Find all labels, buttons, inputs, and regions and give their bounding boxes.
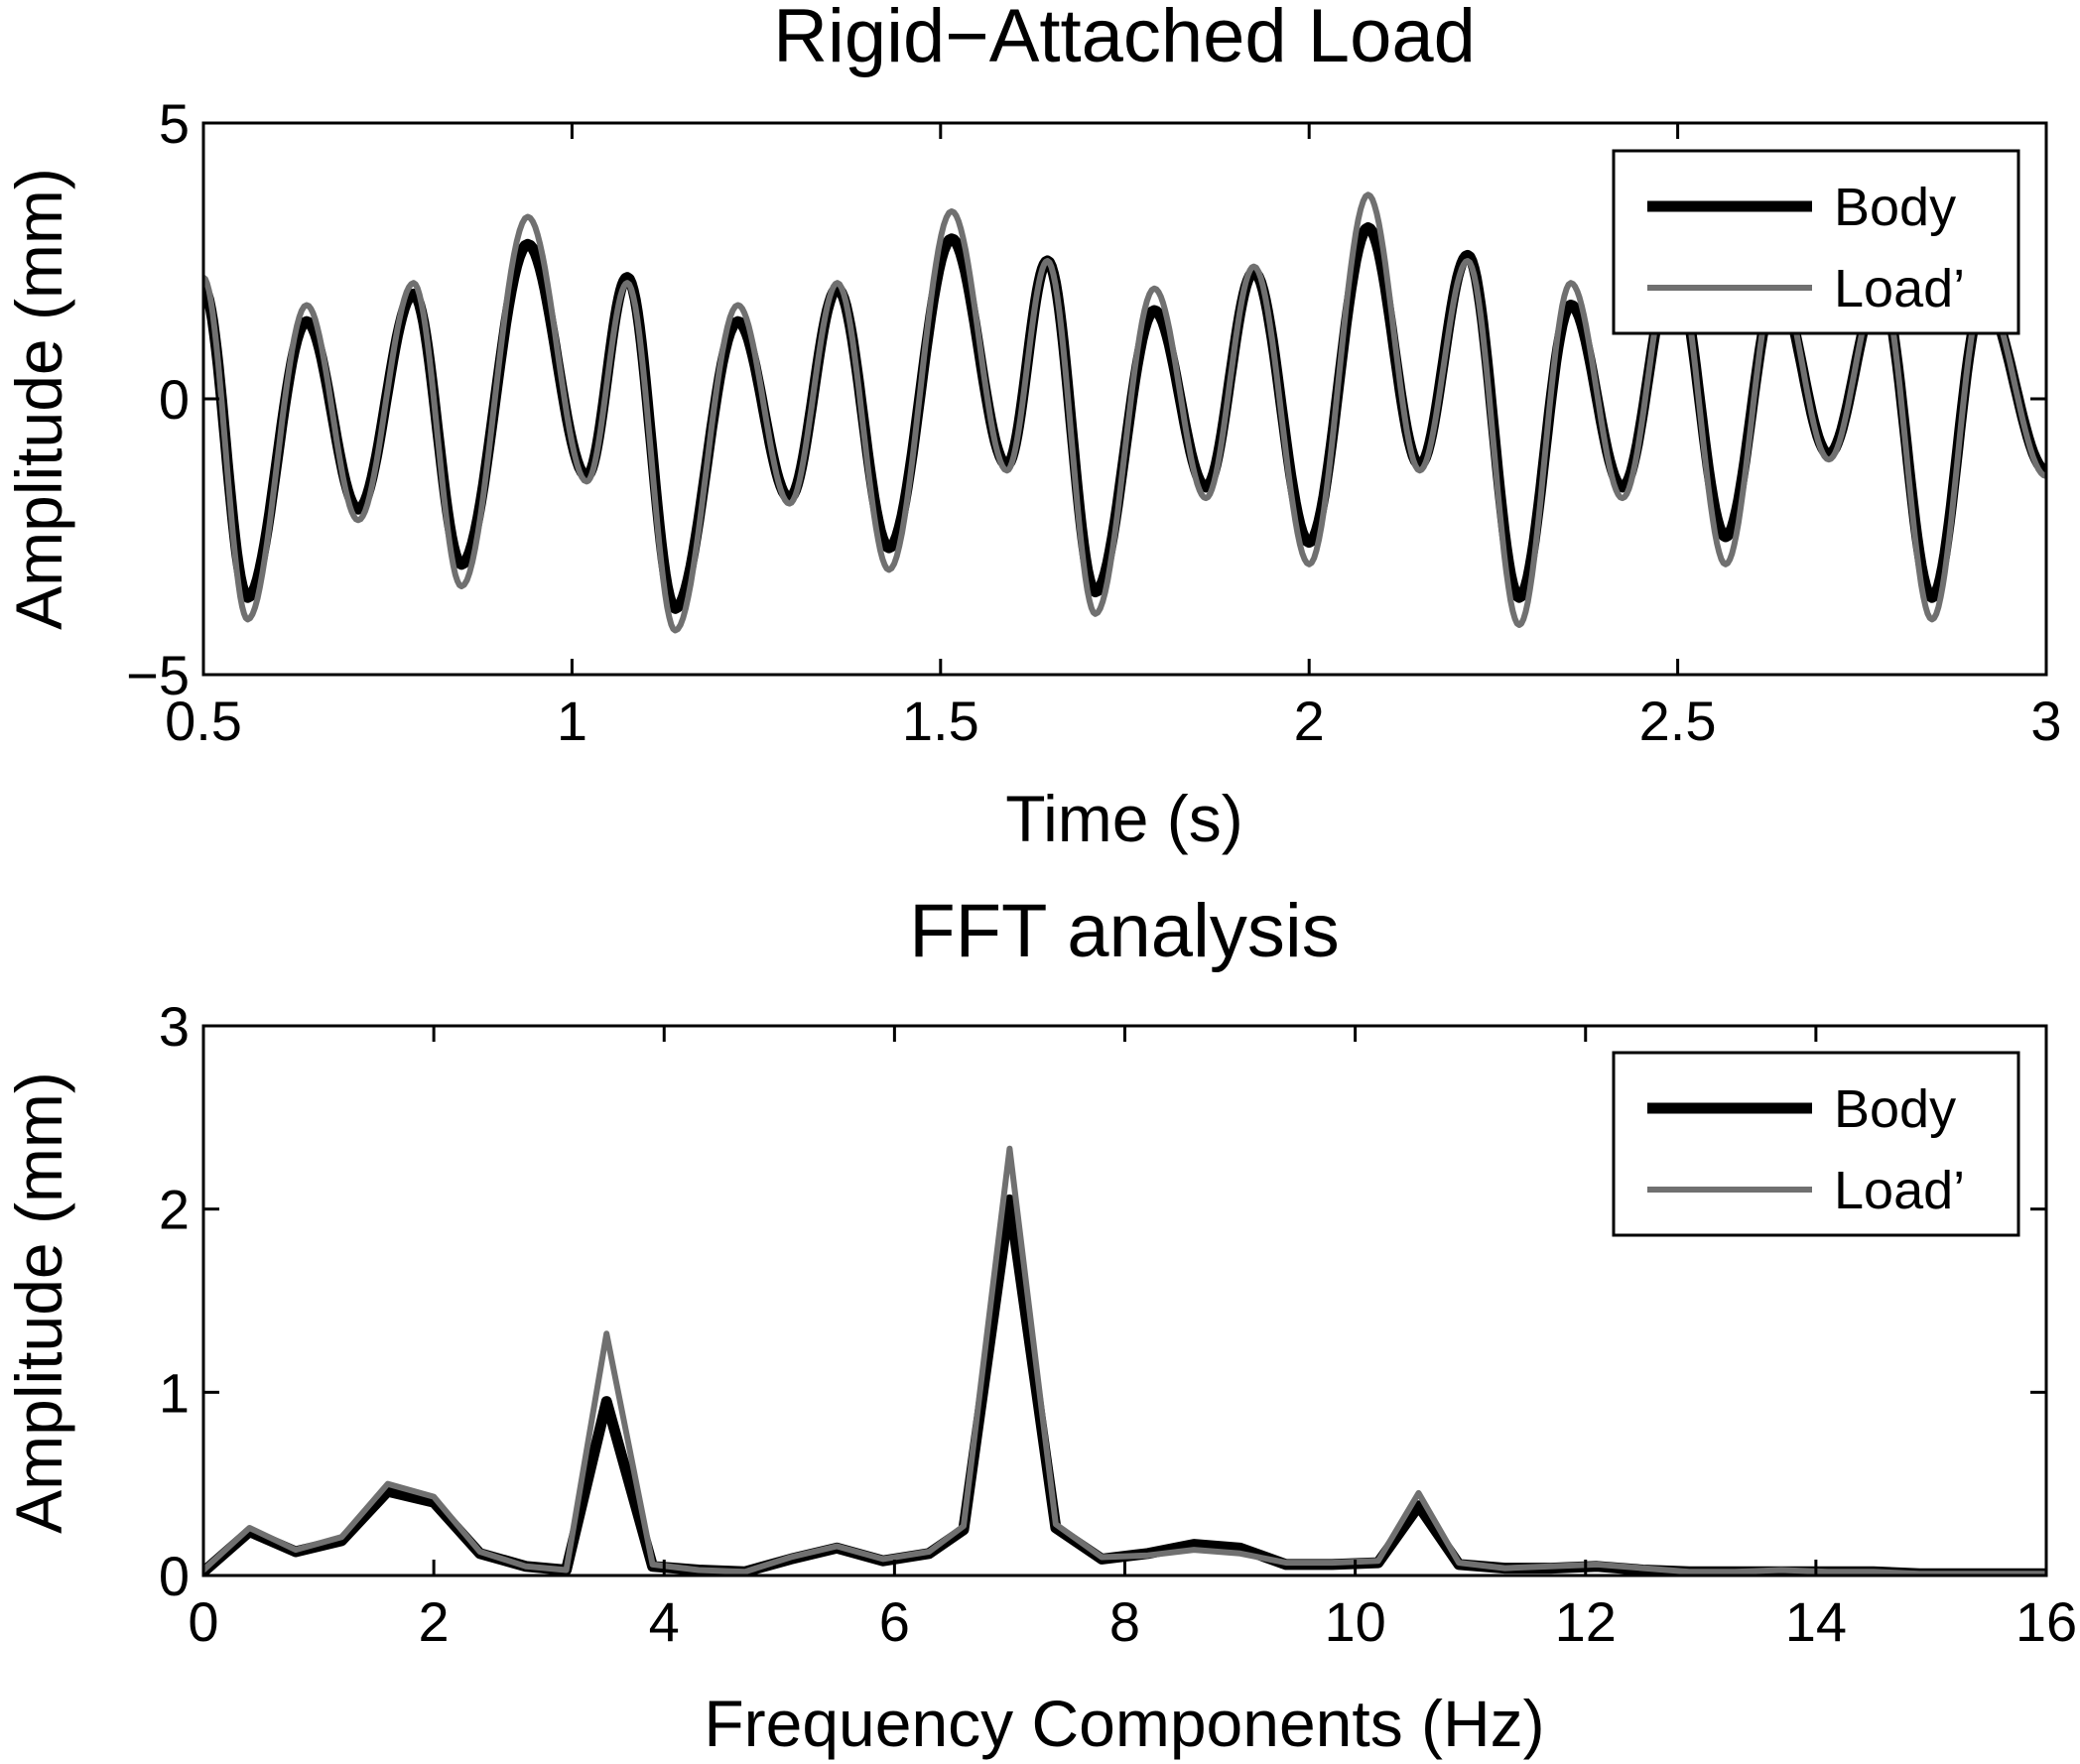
series-line-load: [203, 1145, 2046, 1575]
x-tick-label: 12: [1555, 1590, 1617, 1653]
x-tick-label: 0: [188, 1590, 218, 1653]
x-tick-label: 14: [1785, 1590, 1847, 1653]
legend-box: [1612, 1051, 2020, 1237]
x-tick-label: 1.5: [902, 690, 979, 752]
chart-title: FFT analysis: [909, 889, 1340, 973]
x-axis-label: Time (s): [1005, 782, 1243, 855]
x-tick-label: 6: [879, 1590, 910, 1653]
y-axis-label: Amplitude (mm): [2, 1071, 75, 1534]
y-tick-label: 5: [159, 92, 190, 155]
x-tick-label: 8: [1109, 1590, 1140, 1653]
x-tick-label: 4: [649, 1590, 680, 1653]
x-tick-label: 3: [2030, 690, 2061, 752]
series-line-load: [203, 191, 2046, 634]
y-tick-label: 2: [159, 1179, 190, 1241]
x-tick-label: 2.5: [1639, 690, 1717, 752]
legend-entry-label: Load’: [1834, 259, 1965, 318]
x-axis-label: Frequency Components (Hz): [704, 1687, 1544, 1760]
series-line-body: [203, 1194, 2046, 1575]
legend-entry-label: Body: [1834, 1079, 1956, 1139]
y-axis-label: Amplitude (mm): [2, 168, 75, 630]
time-domain-chart: Rigid−Attached Load Amplitude (mm) Time …: [2, 0, 2062, 855]
legend-entry-label: Load’: [1834, 1161, 1965, 1220]
legend: Body Load’: [1612, 1051, 2020, 1237]
y-tick-label: 3: [159, 995, 190, 1058]
legend: Body Load’: [1612, 149, 2020, 335]
y-tick-label: 1: [159, 1361, 190, 1424]
chart-title: Rigid−Attached Load: [773, 0, 1476, 78]
x-tick-label: 1: [557, 690, 587, 752]
y-tick-label: −5: [126, 644, 190, 706]
y-tick-label: 0: [159, 1545, 190, 1607]
x-tick-label: 16: [2015, 1590, 2077, 1653]
legend-entry-label: Body: [1834, 178, 1956, 237]
plot-area: 0.5 1 1.5 2 2.5 3 −5 0 5: [126, 92, 2061, 752]
x-tick-label: 0.5: [165, 690, 242, 752]
legend-box: [1612, 149, 2020, 335]
x-tick-label: 2: [1294, 690, 1325, 752]
x-tick-label: 2: [419, 1590, 450, 1653]
x-tick-label: 10: [1324, 1590, 1385, 1653]
y-tick-label: 0: [159, 368, 190, 431]
fft-chart: FFT analysis Amplitude (mm) Frequency Co…: [2, 889, 2077, 1760]
